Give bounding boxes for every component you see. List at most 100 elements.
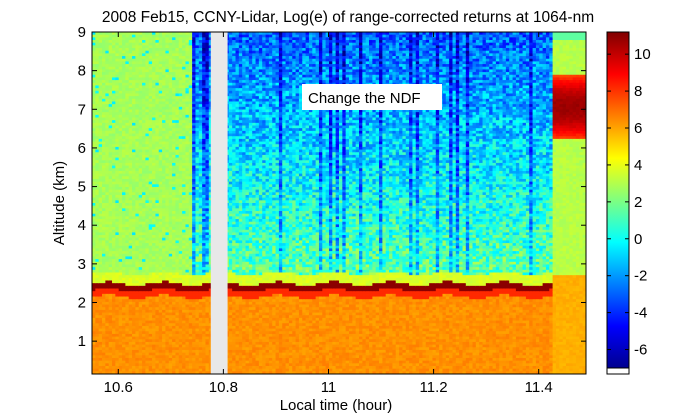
heatmap-cell	[105, 200, 110, 204]
heatmap-cell	[102, 349, 106, 354]
heatmap-cell	[105, 323, 110, 327]
heatmap-cell	[145, 64, 150, 68]
heatmap-cell	[112, 61, 116, 65]
heatmap-cell	[142, 64, 147, 68]
heatmap-cell	[92, 58, 96, 62]
heatmap-cell	[158, 77, 163, 81]
heatmap-cell	[158, 149, 163, 153]
heatmap-cell	[122, 50, 126, 54]
heatmap-cell	[115, 227, 120, 231]
heatmap-cell	[135, 325, 140, 330]
heatmap-cell	[98, 267, 103, 271]
heatmap-cell	[115, 315, 120, 319]
heatmap-cell	[145, 243, 150, 247]
heatmap-cell	[118, 34, 123, 38]
heatmap-cell	[112, 328, 116, 332]
heatmap-cell	[142, 245, 147, 250]
heatmap-cell	[98, 211, 103, 215]
heatmap-cell	[135, 328, 140, 332]
heatmap-cell	[145, 285, 150, 290]
heatmap-cell	[135, 125, 140, 129]
heatmap-cell	[102, 120, 106, 124]
heatmap-cell	[155, 181, 160, 185]
heatmap-cell	[142, 181, 147, 185]
heatmap-cell	[122, 200, 126, 204]
heatmap-cell	[128, 267, 133, 271]
heatmap-cell	[102, 208, 106, 212]
heatmap-cell	[135, 138, 140, 143]
heatmap-cell	[152, 227, 157, 231]
heatmap-cell	[125, 186, 130, 191]
heatmap-cell	[108, 160, 113, 164]
heatmap-cell	[95, 267, 100, 271]
heatmap-cell	[92, 133, 96, 137]
heatmap-cell	[145, 74, 150, 79]
heatmap-cell	[155, 355, 160, 359]
heatmap-cell	[92, 320, 96, 324]
heatmap-cell	[105, 368, 110, 372]
heatmap-cell	[118, 197, 123, 201]
heatmap-cell	[138, 144, 143, 148]
heatmap-cell	[142, 144, 147, 148]
heatmap-cell	[92, 253, 96, 258]
heatmap-cell	[138, 165, 143, 169]
heatmap-cell	[105, 170, 110, 175]
heatmap-cell	[115, 101, 120, 105]
heatmap-cell	[122, 40, 126, 44]
heatmap-cell	[135, 133, 140, 137]
heatmap-cell	[128, 344, 133, 348]
heatmap-cell	[122, 45, 126, 49]
heatmap-cell	[112, 365, 116, 370]
heatmap-cell	[122, 173, 126, 177]
heatmap-cell	[152, 208, 157, 212]
heatmap-cell	[155, 77, 160, 81]
heatmap-cell	[102, 160, 106, 164]
heatmap-cell	[142, 317, 147, 322]
heatmap-cell	[132, 253, 136, 258]
heatmap-cell	[115, 301, 120, 306]
heatmap-cell	[102, 227, 106, 231]
heatmap-cell	[128, 320, 133, 324]
heatmap-cell	[142, 309, 147, 314]
heatmap-cell	[142, 93, 147, 97]
heatmap-cell	[132, 104, 136, 108]
heatmap-cell	[128, 296, 133, 300]
heatmap-cell	[105, 165, 110, 169]
heatmap-cell	[95, 304, 100, 308]
heatmap-cell	[105, 64, 110, 68]
heatmap-cell	[152, 307, 157, 311]
heatmap-cell	[98, 101, 103, 105]
heatmap-cell	[118, 269, 123, 274]
heatmap-cell	[128, 261, 133, 266]
heatmap-cell	[155, 256, 160, 260]
heatmap-cell	[148, 37, 153, 41]
heatmap-cell	[115, 194, 120, 199]
heatmap-cell	[105, 224, 110, 228]
heatmap-cell	[125, 363, 130, 367]
heatmap-cell	[102, 178, 106, 183]
heatmap-cell	[155, 80, 160, 84]
heatmap-cell	[118, 45, 123, 49]
heatmap-cell	[102, 211, 106, 215]
heatmap-cell	[95, 283, 100, 287]
heatmap-cell	[145, 56, 150, 60]
heatmap-cell	[135, 227, 140, 231]
heatmap-cell	[152, 357, 157, 362]
heatmap-cell	[105, 50, 110, 54]
heatmap-cell	[158, 56, 163, 60]
heatmap-cell	[128, 291, 133, 295]
heatmap-cell	[92, 72, 96, 76]
heatmap-cell	[158, 74, 163, 79]
heatmap-image	[92, 32, 586, 374]
heatmap-cell	[115, 229, 120, 233]
heatmap-cell	[95, 93, 100, 97]
heatmap-cell	[112, 186, 116, 191]
heatmap-cell	[112, 141, 116, 145]
heatmap-cell	[95, 53, 100, 57]
heatmap-cell	[132, 64, 136, 68]
heatmap-cell	[135, 259, 140, 263]
heatmap-cell	[95, 307, 100, 311]
heatmap-cell	[118, 61, 123, 65]
heatmap-cell	[128, 192, 133, 196]
heatmap-cell	[95, 88, 100, 92]
